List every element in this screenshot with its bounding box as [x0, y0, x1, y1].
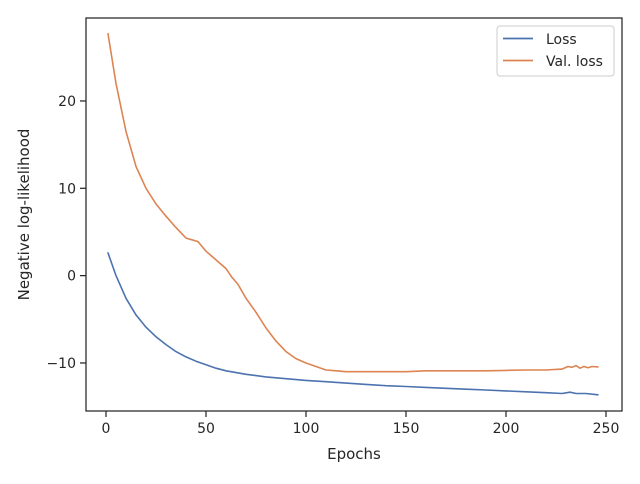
- x-tick-label: 250: [593, 421, 620, 437]
- loss-line: [107, 252, 599, 396]
- series-lines: [107, 32, 599, 396]
- legend-label-loss: Loss: [546, 32, 577, 48]
- y-tick-label: −10: [46, 356, 76, 372]
- legend-label-val-loss: Val. loss: [546, 54, 603, 70]
- x-tick-label: 50: [197, 421, 215, 437]
- x-axis-ticks: 0 50 100 150 200 250: [102, 411, 620, 437]
- legend: Loss Val. loss: [496, 25, 615, 77]
- y-axis-ticks: −10 0 10 20: [46, 94, 86, 372]
- y-tick-label: 20: [58, 94, 76, 110]
- x-tick-label: 0: [102, 421, 111, 437]
- x-axis-label: Epochs: [327, 445, 381, 463]
- y-tick-label: 0: [67, 269, 76, 285]
- y-tick-label: 10: [58, 181, 76, 197]
- axes-frame: [85, 17, 623, 412]
- x-tick-label: 200: [493, 421, 520, 437]
- y-axis-label: Negative log-likelihood: [15, 129, 33, 301]
- val-loss-line: [107, 32, 599, 373]
- x-tick-label: 150: [393, 421, 420, 437]
- x-tick-label: 100: [293, 421, 320, 437]
